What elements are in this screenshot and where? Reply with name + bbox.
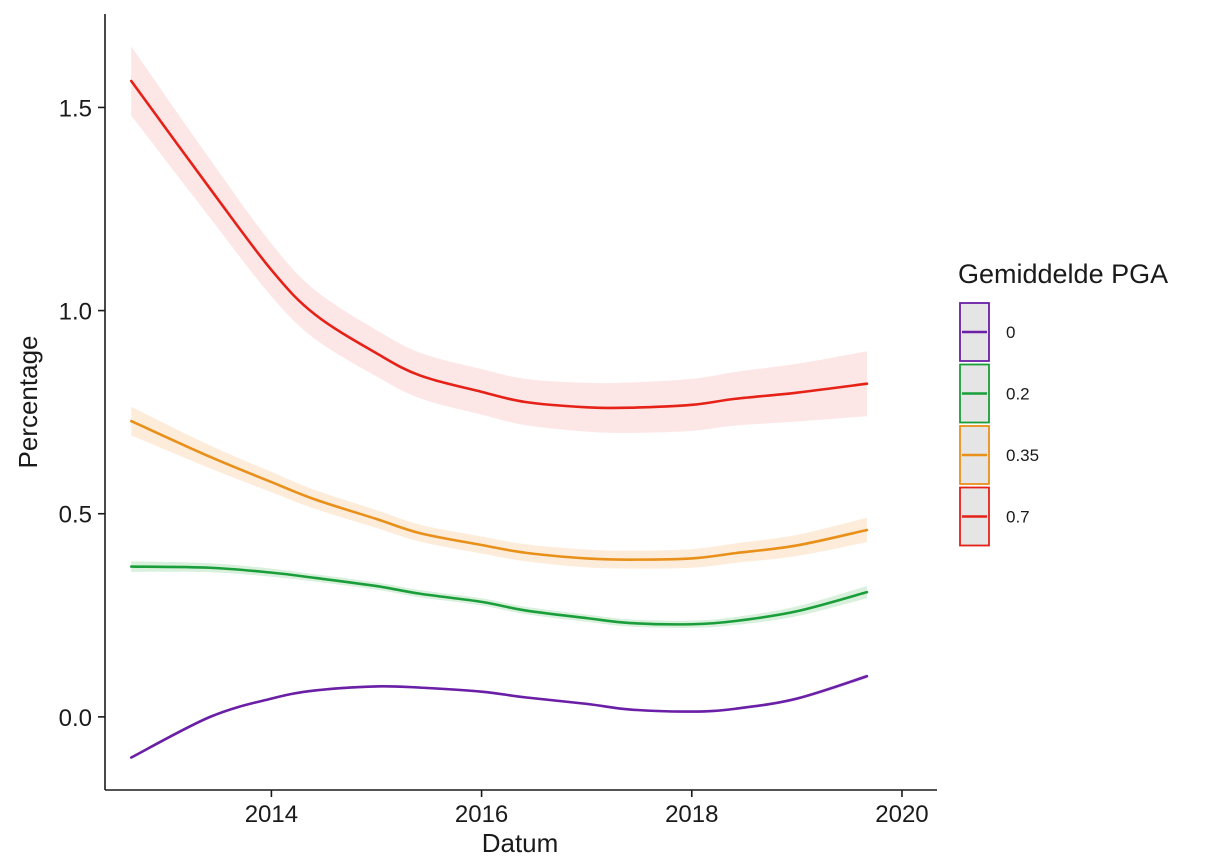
legend-label: 0.7 xyxy=(1006,508,1030,527)
confidence-band-0-7 xyxy=(131,46,867,433)
x-tick-label: 2020 xyxy=(875,801,928,828)
y-tick-label: 0.0 xyxy=(59,705,92,732)
legend-item-0-2: 0.2 xyxy=(959,363,1030,424)
legend-label: 0.2 xyxy=(1006,385,1030,404)
legend-label: 0 xyxy=(1006,323,1015,342)
x-tick-label: 2018 xyxy=(665,801,718,828)
x-tick-label: 2016 xyxy=(455,801,508,828)
plot-area xyxy=(129,46,869,759)
legend-item-0-7: 0.7 xyxy=(959,486,1030,547)
y-axis-title: Percentage xyxy=(13,336,43,469)
series-line-0-7 xyxy=(129,79,869,410)
series-lines xyxy=(129,79,869,759)
legend-items: 0 0.2 0.35 0.7 xyxy=(959,302,1039,547)
x-axis-title: Datum xyxy=(482,828,559,858)
y-ticks: 0.0 0.5 1.0 1.5 xyxy=(59,95,105,732)
confidence-bands xyxy=(131,46,867,759)
axes: 0.0 0.5 1.0 1.5 2014 2016 2018 2020 xyxy=(59,14,937,828)
legend-title: Gemiddelde PGA xyxy=(958,259,1168,289)
legend-label: 0.35 xyxy=(1006,446,1039,465)
legend-item-0-35: 0.35 xyxy=(959,425,1039,485)
y-tick-label: 1.0 xyxy=(59,299,92,326)
x-tick-label: 2014 xyxy=(245,801,298,828)
x-ticks: 2014 2016 2018 2020 xyxy=(245,790,929,828)
confidence-band-0 xyxy=(131,674,867,759)
confidence-band-0-35 xyxy=(131,406,867,569)
y-tick-label: 0.5 xyxy=(59,502,92,529)
series-line-0-35 xyxy=(129,419,869,561)
y-tick-label: 1.5 xyxy=(59,95,92,122)
series-line-0 xyxy=(129,674,869,759)
legend: Gemiddelde PGA 0 0.2 0.35 0.7 xyxy=(958,259,1168,547)
series-line-0-2 xyxy=(129,565,869,626)
legend-item-0: 0 xyxy=(959,302,1015,362)
